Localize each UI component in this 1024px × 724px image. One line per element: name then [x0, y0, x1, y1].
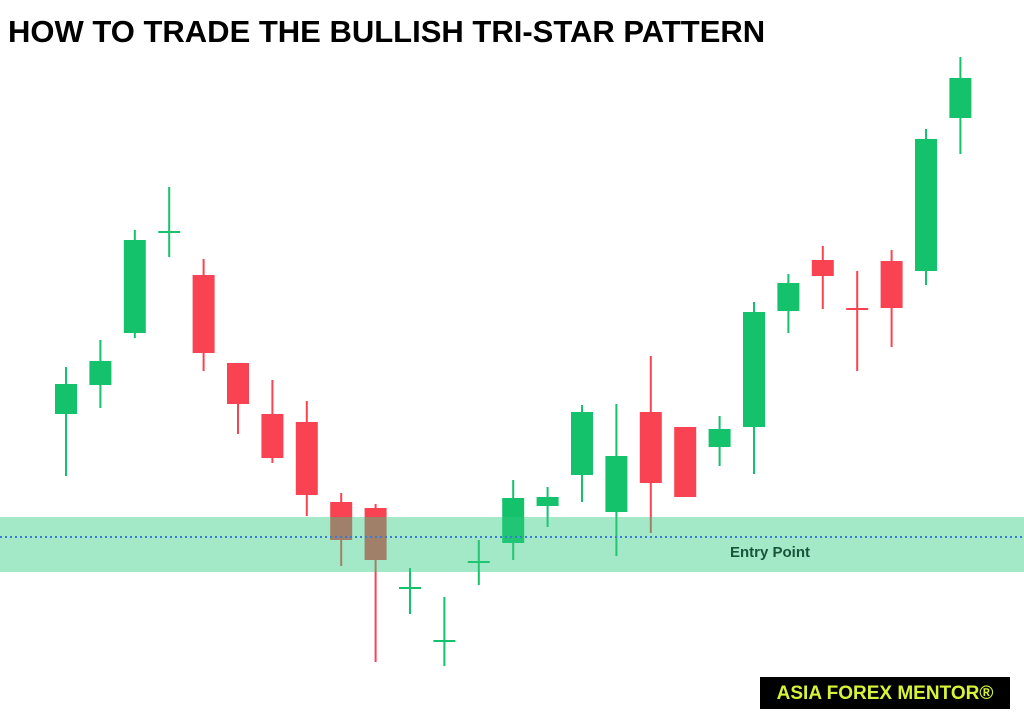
candle-body [467, 561, 490, 563]
candle-body [295, 422, 318, 495]
candle-body [89, 361, 112, 385]
candle-body [364, 508, 387, 560]
candle-body [949, 78, 972, 118]
candle-body [777, 283, 800, 311]
candle-body [227, 363, 249, 404]
entry-label: Entry Point [730, 544, 810, 561]
chart-title: HOW TO TRADE THE BULLISH TRI-STAR PATTER… [8, 14, 765, 49]
brand-box [760, 677, 1010, 709]
candle-body [536, 497, 559, 506]
entry-zone [0, 517, 1024, 572]
candle-body [708, 429, 731, 447]
candle-body [605, 456, 628, 512]
candle-body [55, 384, 77, 414]
candle-body [915, 139, 937, 271]
candle-body [743, 312, 765, 427]
candle-body [674, 427, 697, 497]
candle-body [399, 587, 421, 589]
candle-body [502, 498, 525, 543]
candle-body [639, 412, 662, 483]
candle-body [880, 261, 903, 308]
brand-logo: ASIA FOREX MENTOR® [777, 683, 994, 704]
candle-body [811, 260, 834, 276]
candle-body [571, 412, 593, 475]
candle-body [158, 231, 181, 233]
candle-body [433, 640, 456, 642]
candle-body [192, 275, 215, 353]
candle-body [846, 308, 869, 310]
candle-body [330, 502, 353, 540]
candle-body [261, 414, 284, 458]
candle-body [123, 240, 146, 333]
